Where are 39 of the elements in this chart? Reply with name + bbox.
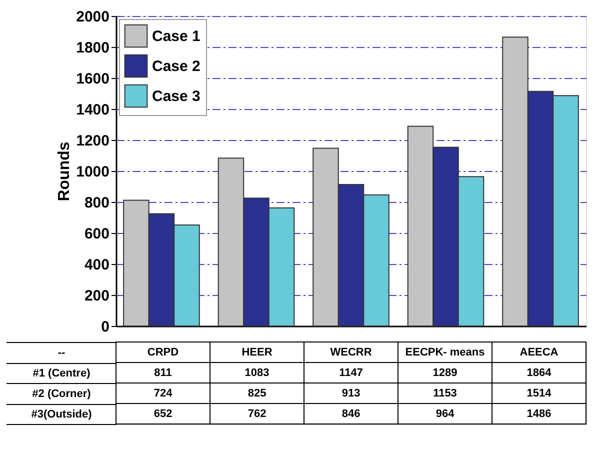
x-tick-label: CRPD (147, 346, 179, 358)
legend-label: Case 3 (152, 88, 200, 105)
data-label: 652 (154, 408, 172, 420)
x-tick-label: AEECA (520, 346, 558, 358)
text: #3(Outside) (31, 408, 92, 420)
x-tick-label: EECPK- means (405, 346, 485, 358)
text: -- (58, 346, 66, 359)
data-label: 846 (342, 408, 360, 420)
data-label: 825 (248, 387, 266, 400)
data-label: 964 (436, 408, 456, 420)
data-label: 1864 (526, 366, 552, 379)
data-label: 811 (154, 366, 172, 379)
data-label: 1083 (244, 366, 270, 379)
y-axis-title: Rounds (56, 142, 74, 202)
y-tick-label: 1400 (76, 102, 110, 118)
y-tick-label: 400 (84, 256, 110, 274)
data-label: 762 (248, 408, 266, 420)
data-label: 1147 (339, 366, 363, 379)
y-tick-label: 200 (84, 288, 110, 304)
text: #2 (Corner) (32, 388, 92, 400)
x-tick-label: WECRR (330, 346, 372, 358)
y-tick-label: 1600 (76, 70, 110, 88)
y-tick-label: 800 (84, 194, 110, 212)
data-label: 1153 (433, 387, 457, 400)
y-tick-label: 2000 (76, 8, 110, 26)
y-tick-label: 600 (84, 226, 110, 242)
legend-label: Case 2 (152, 58, 200, 75)
legend-label: Case 1 (152, 28, 200, 45)
x-tick-label: HEER (242, 346, 272, 358)
data-label: 1486 (526, 408, 552, 420)
y-tick-label: 1000 (76, 164, 110, 180)
data-label: 724 (154, 387, 174, 400)
data-label: 1289 (432, 366, 458, 379)
y-tick-label: 1800 (76, 40, 110, 56)
data-label: 913 (342, 387, 360, 400)
text: #1 (Centre) (32, 367, 91, 380)
data-label: 1514 (526, 387, 552, 400)
y-tick-label: 0 (101, 318, 110, 336)
y-tick-label: 1200 (76, 132, 110, 150)
